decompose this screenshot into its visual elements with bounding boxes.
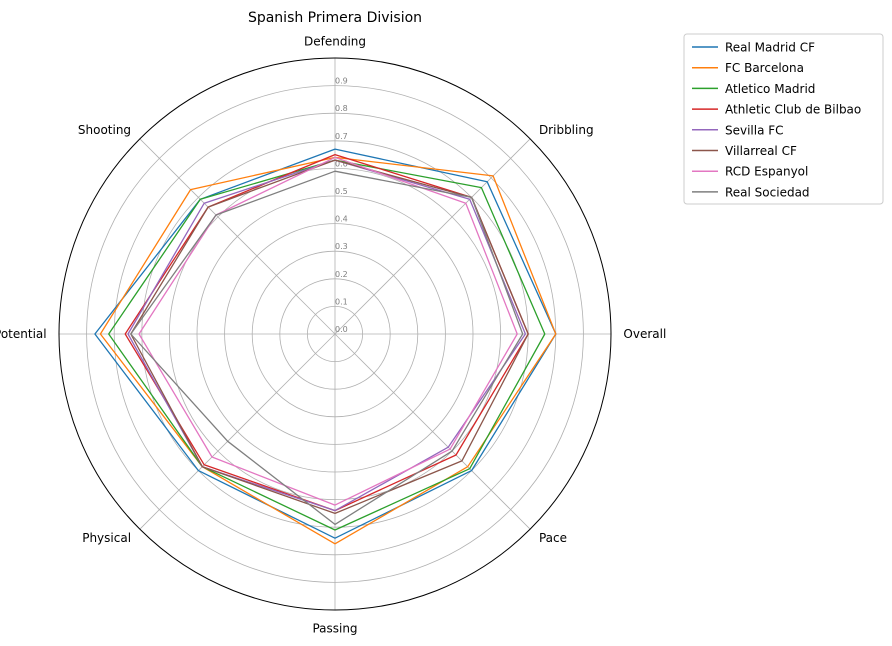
legend-label: Villarreal CF: [725, 144, 797, 158]
r-tick-label: 0.9: [335, 77, 348, 86]
series-line: [94, 148, 557, 539]
r-tick-label: 0.8: [335, 104, 348, 113]
axis-label: Physical: [82, 531, 131, 545]
legend-label: Real Sociedad: [725, 185, 810, 199]
r-tick-label: 0.3: [335, 242, 348, 251]
axis-label: Potential: [0, 327, 47, 341]
radar-grid: 0.0 0.1 0.2 0.3 0.4 0.5 0.6 0.7 0.8 0.9 Overall Dri…: [0, 35, 666, 636]
axis-label: Dribbling: [539, 123, 594, 137]
r-tick-label: 0.5: [335, 187, 348, 196]
r-tick-label: 0.0: [335, 325, 348, 334]
grid-spoke: [139, 333, 336, 530]
series-line: [130, 170, 524, 526]
r-tick-label: 0.7: [335, 132, 348, 141]
r-tick-label: 0.2: [335, 270, 348, 279]
series-lines: [94, 148, 557, 545]
axis-label: Shooting: [78, 123, 131, 137]
axis-label: Pace: [539, 531, 567, 545]
legend-label: FC Barcelona: [725, 61, 804, 75]
r-tick-label: 0.6: [335, 159, 348, 168]
legend-label: Real Madrid CF: [725, 41, 815, 55]
grid-spoke: [139, 138, 336, 335]
series-line: [127, 159, 527, 512]
series-line: [99, 156, 557, 545]
legend-label: Atletico Madrid: [725, 82, 815, 96]
legend-label: Sevilla FC: [725, 123, 784, 137]
series-line: [108, 159, 546, 531]
r-tick-label: 0.4: [335, 215, 348, 224]
polar-frame: [58, 57, 612, 611]
legend-frame: [683, 33, 884, 205]
axis-label: Passing: [312, 621, 357, 635]
legend: Real Madrid CF FC Barcelona Atletico Madri…: [683, 33, 884, 205]
r-tick-label: 0.1: [335, 297, 348, 306]
grid-spoke: [334, 333, 531, 530]
axis-label: Defending: [304, 35, 366, 49]
grid-spoke: [334, 138, 531, 335]
series-line: [138, 156, 518, 506]
axis-label: Overall: [623, 327, 666, 341]
legend-label: Athletic Club de Bilbao: [725, 103, 861, 117]
legend-label: RCD Espanyol: [725, 165, 808, 179]
chart-title: Spanish Primera Division: [248, 10, 422, 26]
